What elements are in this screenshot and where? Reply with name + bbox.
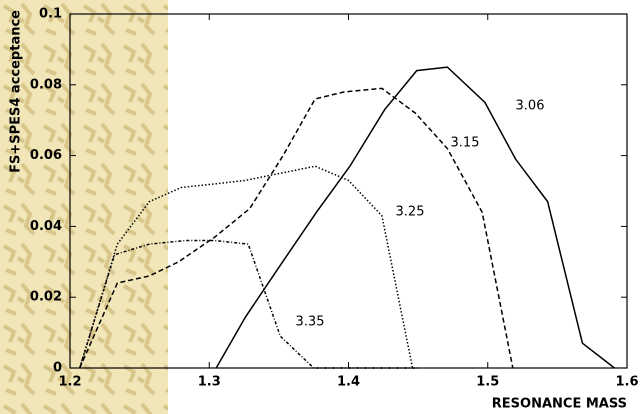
background-texture xyxy=(0,0,168,414)
series-line xyxy=(215,66,615,369)
y-tick-label: 0.1 xyxy=(39,7,62,22)
x-tick-label: 1.5 xyxy=(476,375,499,390)
series-line xyxy=(79,165,414,369)
x-tick-label: 1.6 xyxy=(615,375,638,390)
y-tick-label: 0.08 xyxy=(30,77,62,92)
series-line xyxy=(79,239,419,369)
series-label: 3.25 xyxy=(396,205,425,220)
series-label: 3.15 xyxy=(451,136,480,151)
x-tick-label: 1.4 xyxy=(337,375,360,390)
x-tick-label: 1.3 xyxy=(198,375,221,390)
y-tick-label: 0.04 xyxy=(30,219,62,234)
y-axis-label: FS+SPES4 acceptance xyxy=(9,10,24,173)
series-label: 3.06 xyxy=(516,99,545,114)
series-label: 3.35 xyxy=(296,315,325,330)
x-axis-label: RESONANCE MASS xyxy=(492,397,627,412)
y-tick-label: 0.02 xyxy=(30,290,62,305)
x-tick-label: 1.2 xyxy=(58,375,81,390)
y-tick-label: 0.06 xyxy=(30,148,62,163)
y-tick-label: 0 xyxy=(53,361,62,376)
series-line xyxy=(79,87,514,369)
